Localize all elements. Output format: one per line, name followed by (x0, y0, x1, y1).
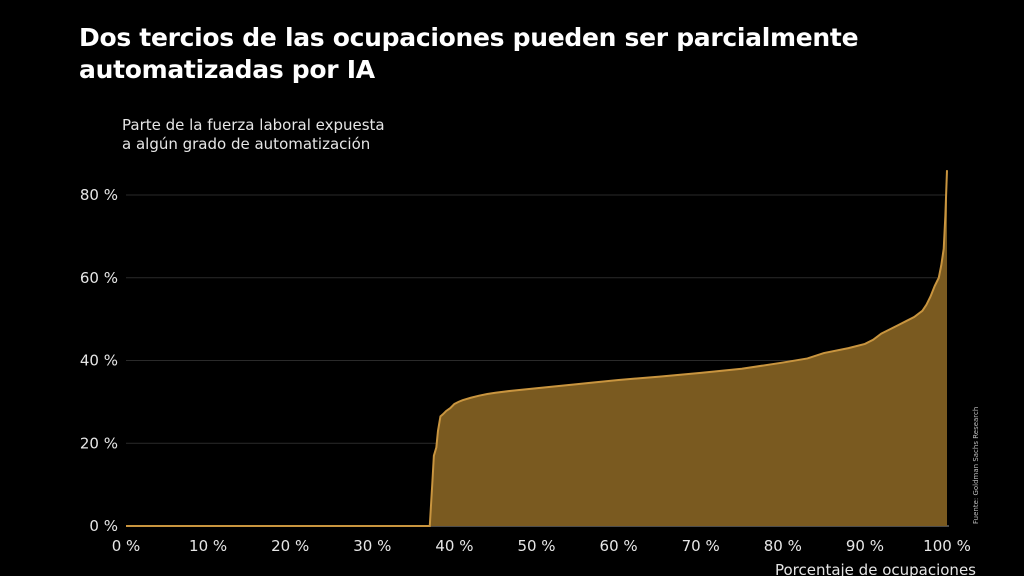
x-axis-label: Porcentaje de ocupaciones (775, 561, 976, 576)
y-tick-label: 0 % (89, 517, 118, 535)
area-line (126, 170, 948, 527)
source-note: Fuente: Goldman Sachs Research (972, 406, 980, 524)
y-tick-labels: 0 % 20 % 40 % 60 % 80 % (80, 186, 118, 535)
x-tick-label: 100 % (923, 537, 971, 555)
chart-title: Dos tercios de las ocupaciones pueden se… (79, 23, 859, 84)
x-tick-label: 50 % (517, 537, 555, 555)
y-tick-label: 20 % (80, 434, 118, 452)
y-tick-label: 80 % (80, 186, 118, 204)
area-fill (126, 170, 947, 527)
y-axis-label: Parte de la fuerza laboral expuesta a al… (122, 116, 385, 154)
x-tick-label: 80 % (764, 537, 802, 555)
x-tick-label: 90 % (846, 537, 884, 555)
x-tick-label: 20 % (271, 537, 309, 555)
y-tick-label: 40 % (80, 352, 118, 370)
plot-area (126, 170, 948, 527)
y-tick-label: 60 % (80, 269, 118, 287)
x-tick-label: 10 % (189, 537, 227, 555)
x-tick-label: 40 % (435, 537, 473, 555)
x-tick-label: 70 % (682, 537, 720, 555)
y-axis-label-line-1: Parte de la fuerza laboral expuesta (122, 116, 385, 134)
x-tick-labels: 0 % 10 % 20 % 30 % 40 % 50 % 60 % 70 % 80 % 90 % 1… (112, 537, 971, 555)
x-tick-label: 60 % (600, 537, 638, 555)
x-tick-label: 0 % (112, 537, 141, 555)
x-tick-label: 30 % (353, 537, 391, 555)
y-axis-label-line-2: a algún grado de automatización (122, 135, 371, 153)
